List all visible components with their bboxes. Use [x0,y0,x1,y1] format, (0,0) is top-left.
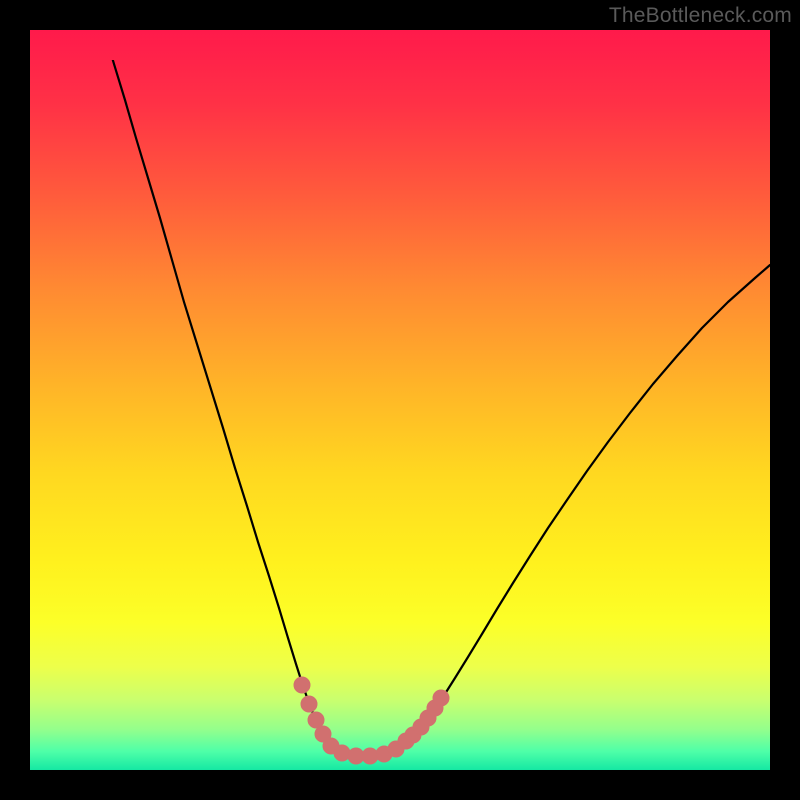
chart-stage: TheBottleneck.com [0,0,800,800]
chart-background-gradient [30,30,770,770]
valley-marker [294,677,310,693]
valley-marker [301,696,317,712]
valley-marker [308,712,324,728]
valley-marker [433,690,449,706]
bottleneck-chart-svg [0,0,800,800]
watermark-text: TheBottleneck.com [609,4,792,28]
valley-marker [362,748,378,764]
valley-marker [334,745,350,761]
